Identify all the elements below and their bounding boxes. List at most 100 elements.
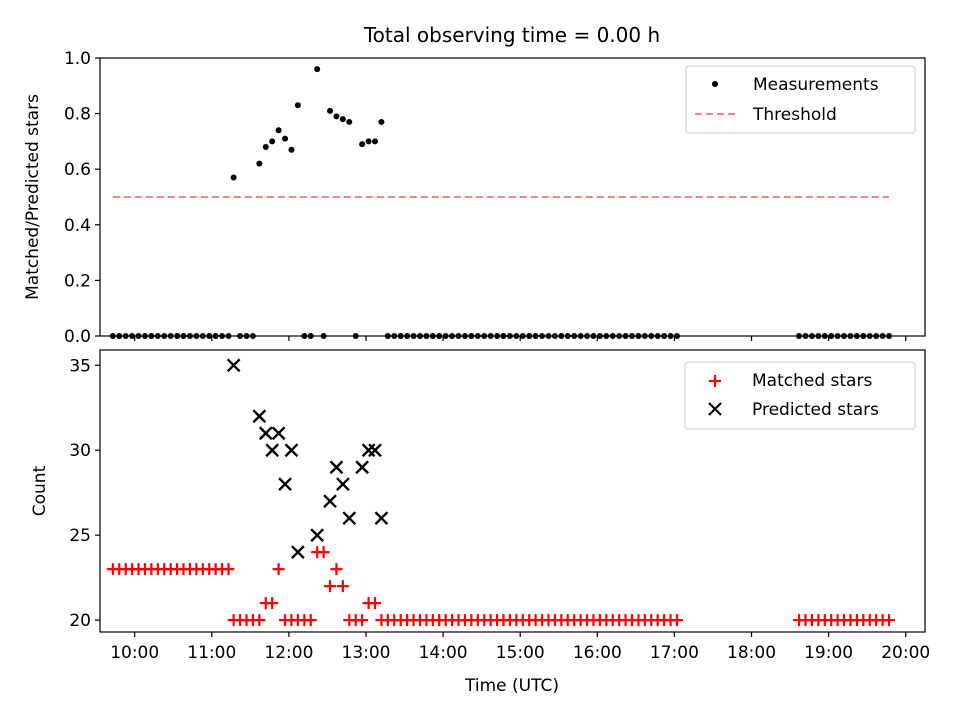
measurement-point [828,333,835,339]
measurement-point [834,333,841,339]
measurement-point [129,333,136,339]
top-ytick-label: 1.0 [64,49,91,69]
predicted-point [355,460,369,475]
top-legend-box [685,65,916,134]
measurement-point [455,333,462,339]
matched-point [317,546,330,559]
matched-point [222,563,235,576]
measurement-point [384,333,391,339]
measurement-point [256,160,263,167]
top-legend: Measurements Threshold [685,65,916,134]
measurement-point [481,333,488,339]
measurement-point [301,333,308,339]
legend-predicted-marker [708,402,722,416]
predicted-point [258,426,273,441]
top-panel: 0.0 0.2 0.4 0.6 0.8 1.0 Total observing time … [23,23,926,347]
measurement-point [616,333,623,339]
measurement-point [584,333,591,339]
bottom-panel: 20 25 30 35 10:00 11:00 12:00 13:00 14:00 15:00 1… [30,349,930,696]
measurement-point [327,107,334,114]
measurement-point [365,138,372,145]
measurement-point [596,333,603,339]
predicted-point [291,545,305,560]
measurement-point [288,146,295,153]
measurement-point [122,333,129,339]
measurement-point [397,333,404,339]
measurement-point [577,333,584,339]
bottom-xtick-label: 12:00 [264,643,313,663]
measurement-point [629,333,636,339]
matched-point [253,614,266,627]
measurement-point [886,333,893,339]
measurement-point [275,127,282,134]
predicted-point [361,443,376,458]
predicted-point [329,460,344,475]
measurement-point [225,333,232,339]
bottom-xtick-label: 15:00 [496,643,545,663]
legend-measurements-label: Measurements [753,75,879,95]
measurement-point [609,333,616,339]
measurement-point [141,333,148,339]
measurement-point [590,333,597,339]
measurement-point [519,333,526,339]
matched-point [670,614,683,627]
measurement-point [558,333,565,339]
matched-point [272,563,285,576]
measurement-point [815,333,822,339]
measurement-point [879,333,886,339]
measurement-point [193,333,200,339]
bottom-xtick-label: 16:00 [573,643,622,663]
matched-point [304,614,317,627]
top-ytick-label: 0.4 [64,216,91,236]
measurement-point [404,333,411,339]
bottom-panel-frame [99,349,926,633]
top-ytick-label: 0.8 [64,105,91,125]
legend-threshold-label: Threshold [752,105,837,125]
measurement-point [219,333,226,339]
measurement-point [506,333,513,339]
measurement-point [212,333,219,339]
top-panel-ylabel: Matched/Predicted stars [23,94,43,300]
matched-point [336,580,349,593]
measurement-point [436,333,443,339]
bottom-xtick-label: 19:00 [804,643,853,663]
measurement-point [449,333,456,339]
predicted-point [252,409,267,424]
measurement-point [372,138,378,145]
bottom-ytick-label: 35 [69,356,91,376]
predicted-point [310,528,325,543]
measurement-point [571,333,578,339]
measurement-point [635,333,642,339]
measurement-point [641,333,648,339]
measurement-point [474,333,481,339]
legend-matched-label: Matched stars [752,371,872,391]
top-panel-title: Total observing time = 0.00 h [363,23,660,47]
measurement-point [314,66,321,73]
measurement-point [873,333,880,339]
measurement-point [673,333,680,339]
measurement-point [333,113,340,120]
bottom-panel-ylabel: Count [30,465,50,516]
legend-measurements-marker [712,81,718,87]
bottom-xtick-label: 18:00 [727,643,776,663]
measurement-point [116,333,123,339]
measurement-point [513,333,520,339]
measurement-point [423,333,430,339]
measurement-point [410,333,417,339]
matched-point [324,580,337,593]
measurement-point [282,135,289,142]
measurement-point [545,333,552,339]
measurement-point [352,333,359,339]
top-ytick-label: 0.2 [64,271,91,291]
predicted-point [336,477,350,492]
measurement-point [148,333,155,339]
measurement-point [847,333,854,339]
measurement-point [808,333,815,339]
measurement-point [167,333,174,339]
measurement-point [500,333,507,339]
bottom-xtick-label: 20:00 [881,643,930,663]
predicted-point [271,426,286,441]
measurement-point [539,333,546,339]
legend-matched-marker [709,375,721,387]
